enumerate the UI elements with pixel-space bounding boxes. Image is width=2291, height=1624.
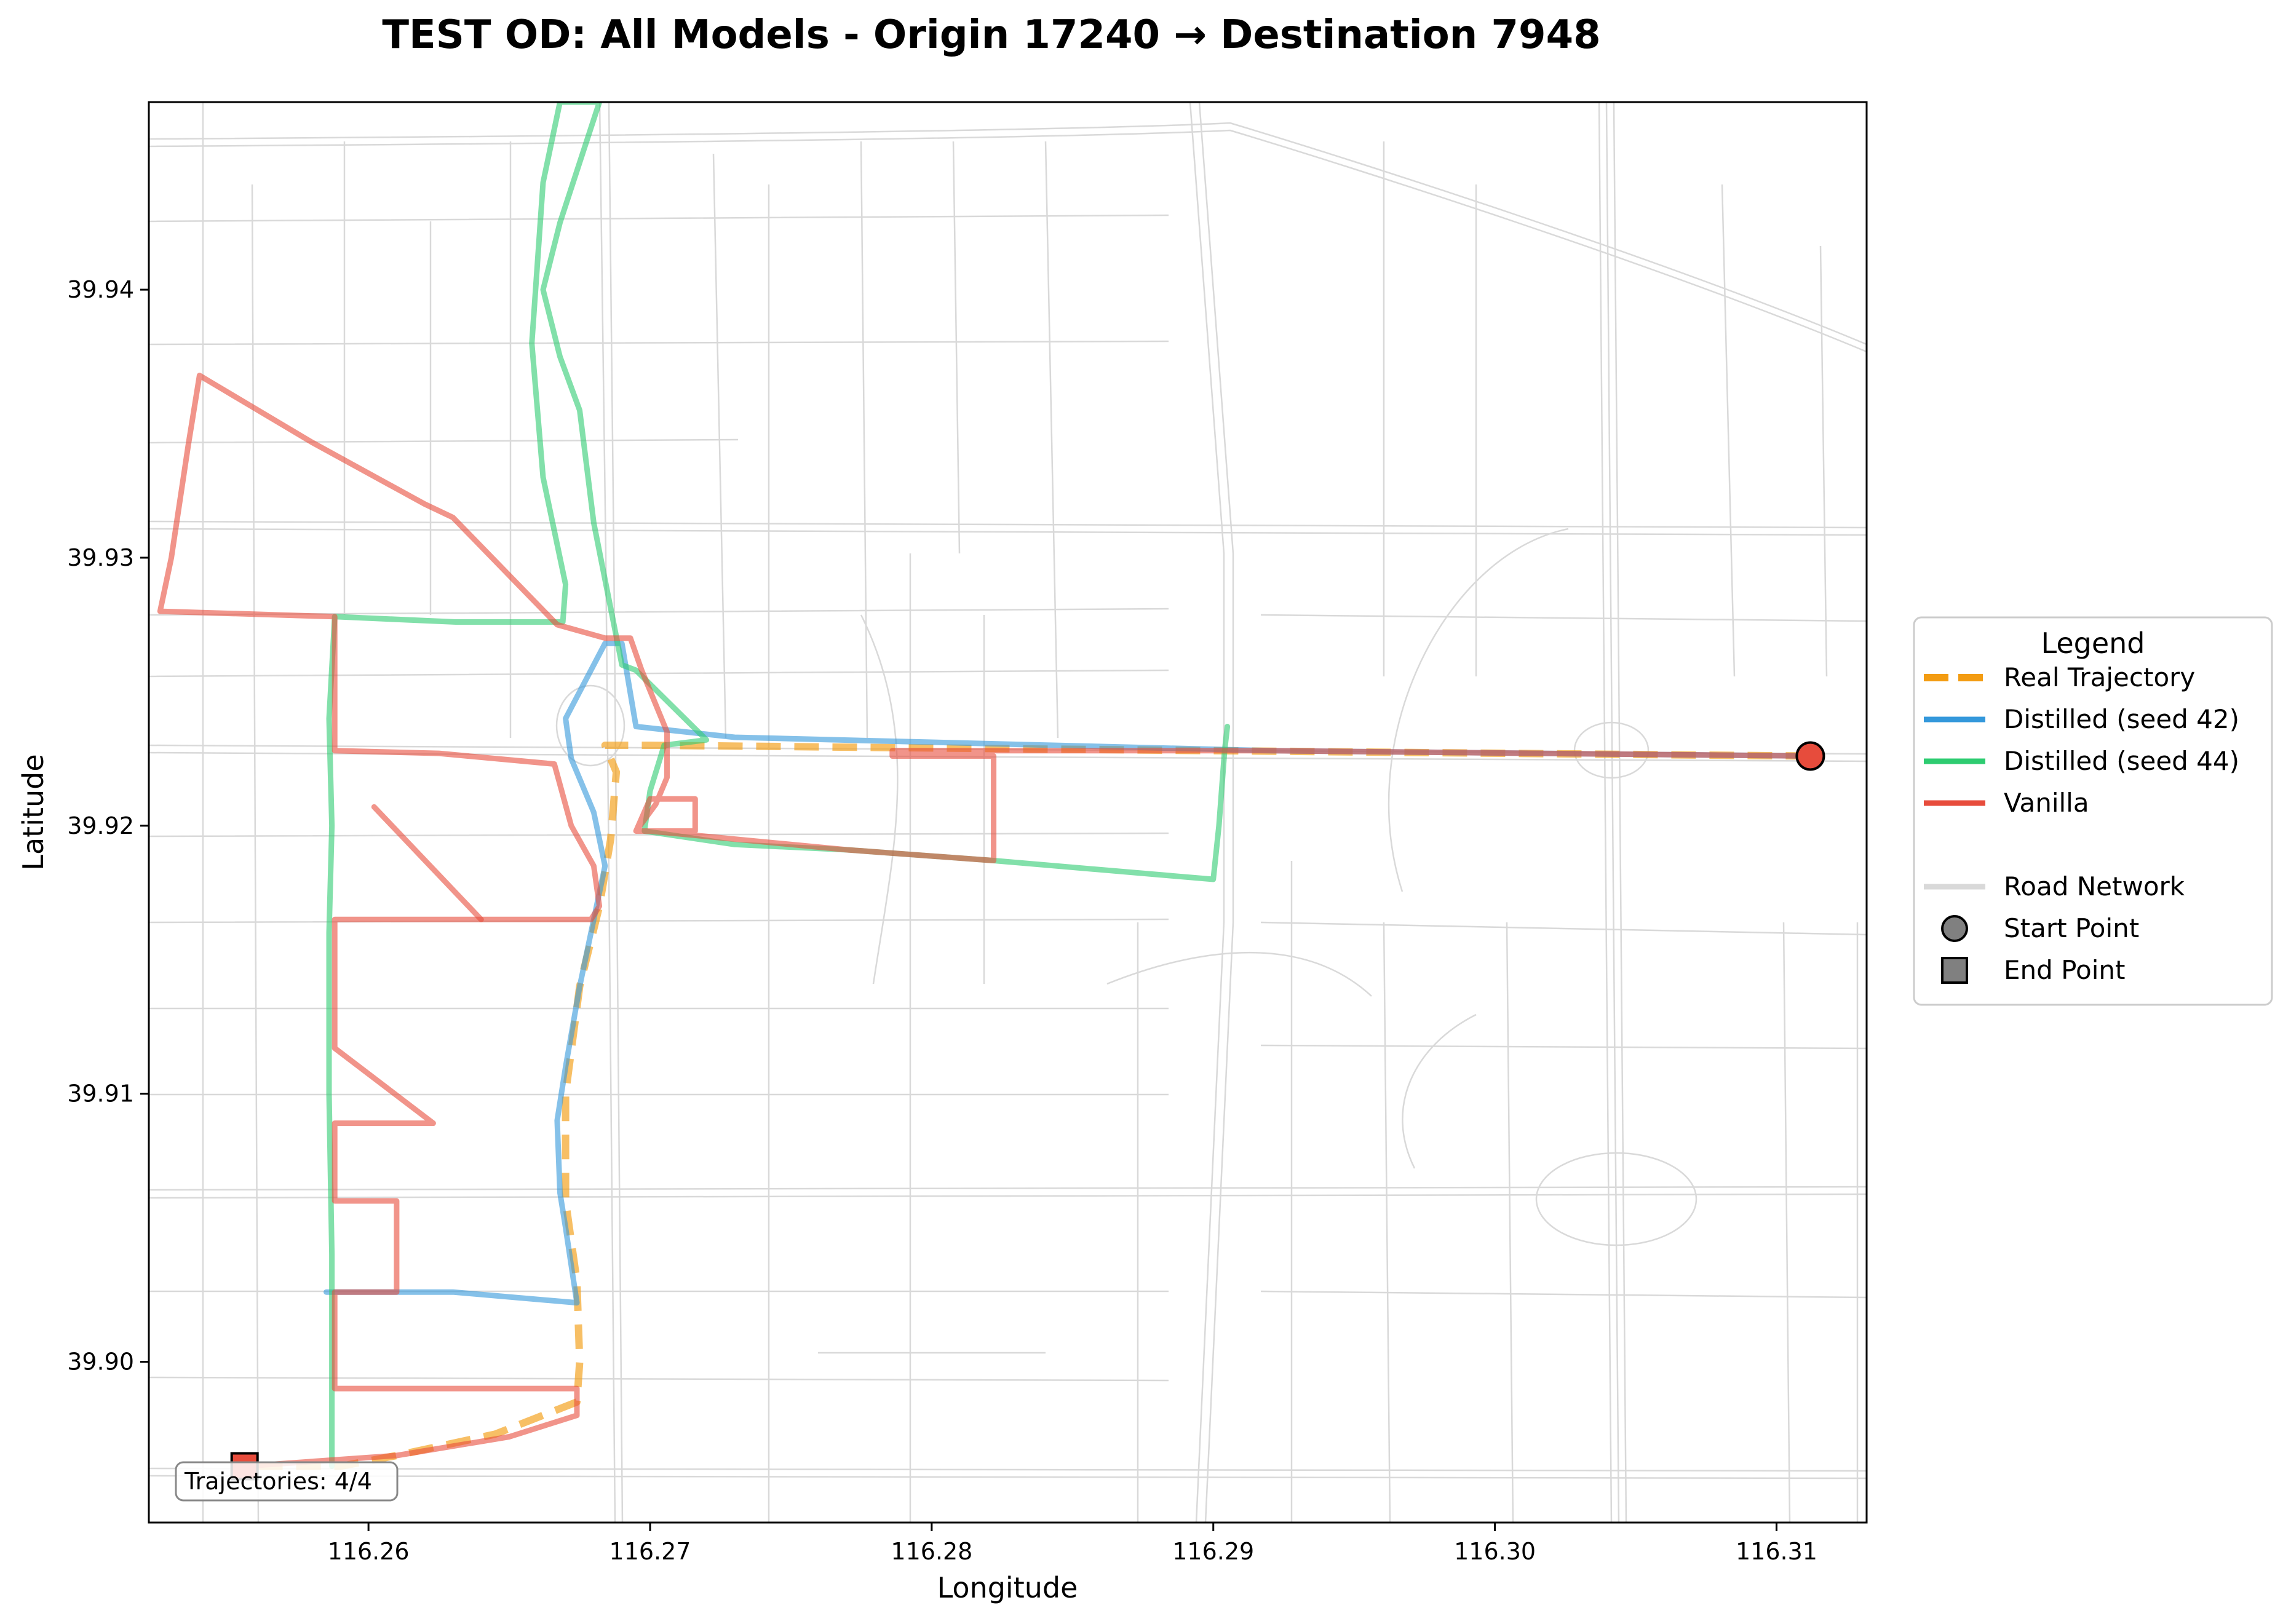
legend-label-start-point: Start Point [2004, 913, 2139, 943]
road-main [1613, 102, 1627, 1523]
y-tick-label: 39.91 [67, 1080, 134, 1107]
road-main [149, 122, 1867, 346]
chart-title: TEST OD: All Models - Origin 17240 → Des… [382, 12, 1600, 58]
legend-label-vanilla: Vanilla [2004, 788, 2089, 818]
y-tick-label: 39.92 [67, 812, 134, 839]
series-group [157, 102, 1813, 1470]
plot-background [149, 102, 1867, 1523]
series-line-vanilla-branch [371, 804, 484, 922]
road-main [149, 1475, 1867, 1479]
legend-title: Legend [2041, 627, 2145, 660]
road-main [149, 1193, 1867, 1199]
road-minor [202, 102, 1859, 1523]
road-minor [860, 528, 1569, 1169]
y-axis: 39.90 39.91 39.92 39.93 39.94 [67, 276, 149, 1375]
legend-items: Real Trajectory Distilled (seed 42) Distil… [1924, 662, 2239, 985]
road-main [608, 102, 624, 1523]
y-tick-label: 39.94 [67, 276, 134, 303]
legend-label-distilled-seed-42-: Distilled (seed 42) [2004, 704, 2239, 734]
legend-label-distilled-seed-44-: Distilled (seed 44) [2004, 746, 2239, 776]
road-main [149, 1186, 1867, 1191]
road-main [1605, 102, 1620, 1523]
legend-label-real-trajectory: Real Trajectory [2004, 662, 2195, 692]
plot-area [148, 101, 1868, 1524]
x-tick-label: 116.28 [891, 1538, 972, 1565]
road-main [149, 528, 1867, 536]
legend: Legend Real Trajectory Distilled (seed 42… [1913, 616, 2273, 1006]
legend-frame [1913, 616, 2273, 1006]
y-tick-label: 39.90 [67, 1348, 134, 1375]
road-interchange [555, 684, 625, 767]
road-main [149, 129, 1867, 353]
road-network [149, 102, 1867, 1523]
series-line-vanilla [157, 373, 1813, 1469]
road-main [1198, 102, 1234, 1523]
x-tick-label: 116.27 [609, 1538, 691, 1565]
x-tick-label: 116.31 [1736, 1538, 1817, 1565]
road-interchange [1535, 1152, 1697, 1246]
x-axis: 116.26 116.27 116.28 116.29 116.30 116.31 [328, 1523, 1817, 1565]
series-line-real-trajectory [244, 742, 1811, 1470]
series-line-distilled-seed-42- [324, 640, 1813, 1306]
x-axis-label: Longitude [937, 1571, 1078, 1604]
legend-swatch-start-point [1941, 915, 1968, 942]
legend-label-end-point: End Point [2004, 955, 2125, 985]
road-interchange [1573, 721, 1650, 779]
road-main [598, 102, 616, 1523]
x-tick-label: 116.30 [1454, 1538, 1536, 1565]
trajectory-count: Trajectories: 4/4 [184, 1468, 372, 1495]
road-main [149, 1467, 1867, 1472]
plot-frame [148, 101, 1868, 1524]
legend-label-road-network: Road Network [2004, 871, 2185, 901]
x-tick-label: 116.26 [328, 1538, 410, 1565]
y-tick-label: 39.93 [67, 544, 134, 571]
annotation-box: Trajectories: 4/4 [175, 1461, 399, 1502]
x-tick-label: 116.29 [1172, 1538, 1254, 1565]
road-main [149, 520, 1867, 529]
annotation-frame [175, 1461, 399, 1502]
start-point-marker [1795, 741, 1825, 771]
road-main [1598, 102, 1613, 1523]
y-axis-label: Latitude [17, 754, 50, 870]
legend-swatch-end-point [1941, 957, 1968, 984]
